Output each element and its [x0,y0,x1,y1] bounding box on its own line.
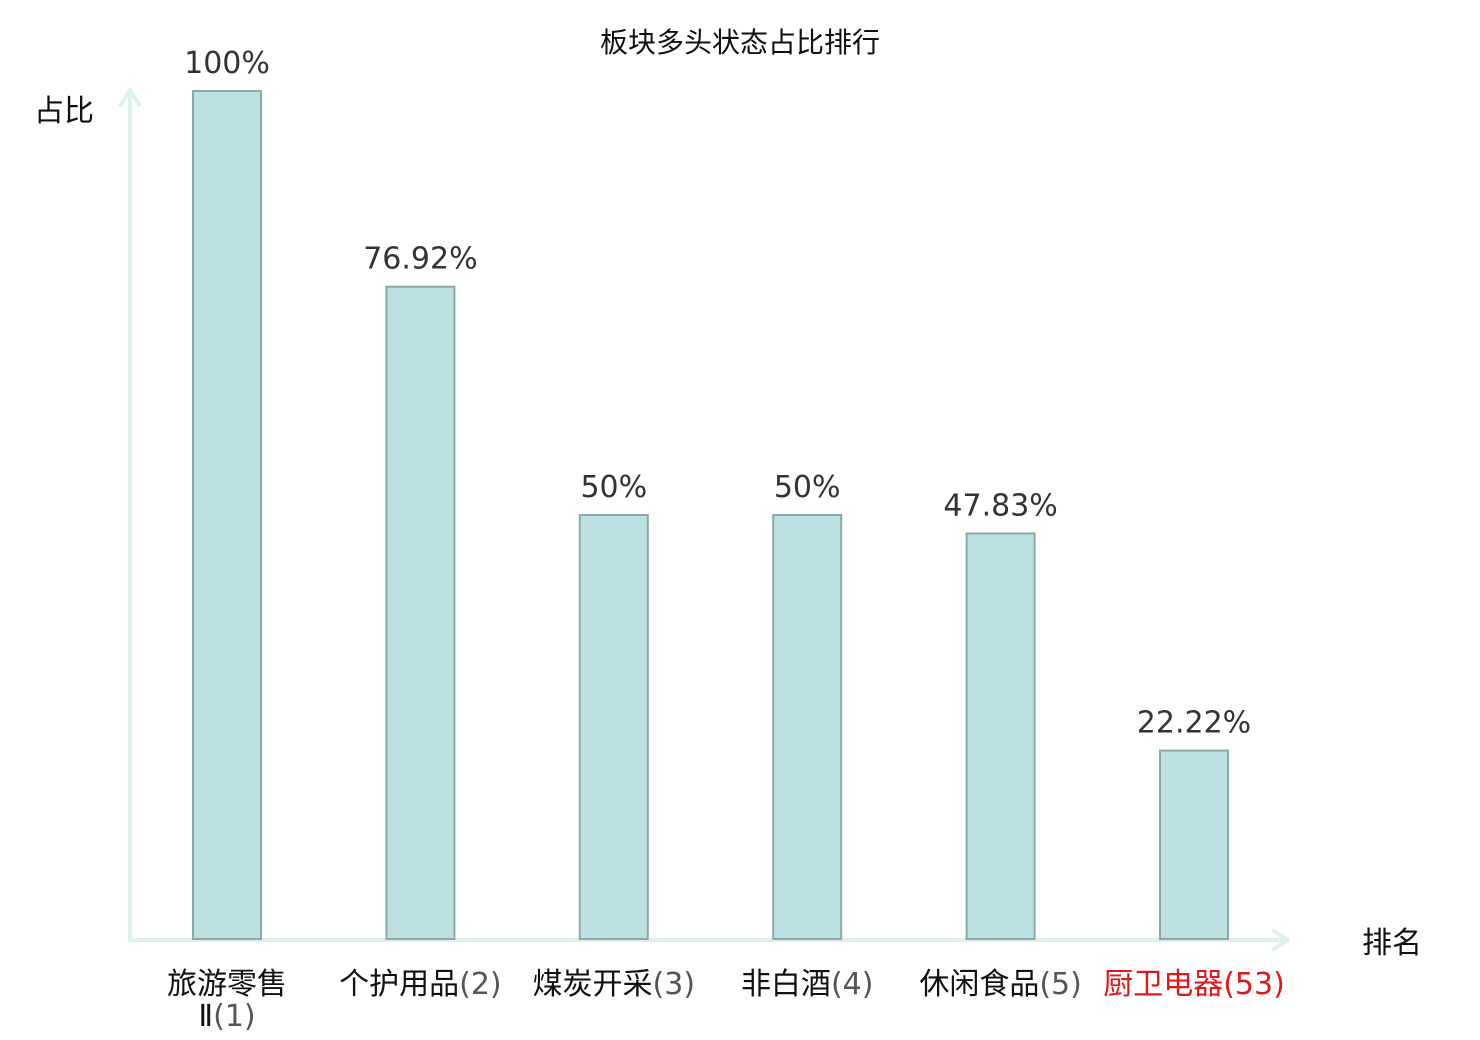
tick-rank-2: (2) [459,967,502,1002]
bar-3 [578,514,649,940]
tick-rank-5: (5) [1039,967,1082,1002]
value-label-2: 76.92% [363,242,477,277]
x-axis-arrow [1270,928,1290,952]
value-label-4: 50% [774,470,841,505]
y-axis-arrow [118,88,142,108]
tick-label-1-suffix: Ⅱ [198,999,213,1034]
tick-label-1-line2: Ⅱ(1) [198,999,255,1034]
tick-label-5: 休闲食品(5) [919,967,1082,1002]
bar-2 [385,285,456,941]
bar-1 [192,90,262,940]
bar-4 [772,514,843,940]
tick-name-6: 厨卫电器 [1103,967,1223,1002]
value-labels: 100% 76.92% 50% 50% 47.83% 22.22% [184,46,1251,741]
tick-rank-3: (3) [653,967,696,1002]
chart-title: 板块多头状态占比排行 [600,26,880,59]
tick-label-3: 煤炭开采(3) [533,967,696,1002]
tick-label-2: 个护用品(2) [339,967,502,1002]
tick-name-4: 非白酒 [741,967,831,1002]
value-label-1: 100% [184,46,270,81]
bars [192,90,1229,941]
tick-name-3: 煤炭开采 [533,967,653,1002]
tick-label-4: 非白酒(4) [741,967,874,1002]
value-label-3: 50% [580,470,647,505]
axes [118,88,1290,952]
bar-5 [965,532,1036,940]
x-axis-label: 排名 [1362,926,1422,961]
tick-name-2: 个护用品 [339,967,459,1002]
tick-label-6: 厨卫电器(53) [1103,967,1285,1002]
y-axis-label: 占比 [34,94,94,129]
bar-6 [1159,749,1229,940]
tick-rank-1: (1) [213,999,256,1034]
tick-rank-6: (53) [1223,967,1285,1002]
tick-rank-4: (4) [831,967,874,1002]
tick-label-1: 旅游零售 [167,967,287,1002]
value-label-6: 22.22% [1137,706,1251,741]
tick-name-5: 休闲食品 [919,967,1039,1002]
value-label-5: 47.83% [943,488,1057,523]
